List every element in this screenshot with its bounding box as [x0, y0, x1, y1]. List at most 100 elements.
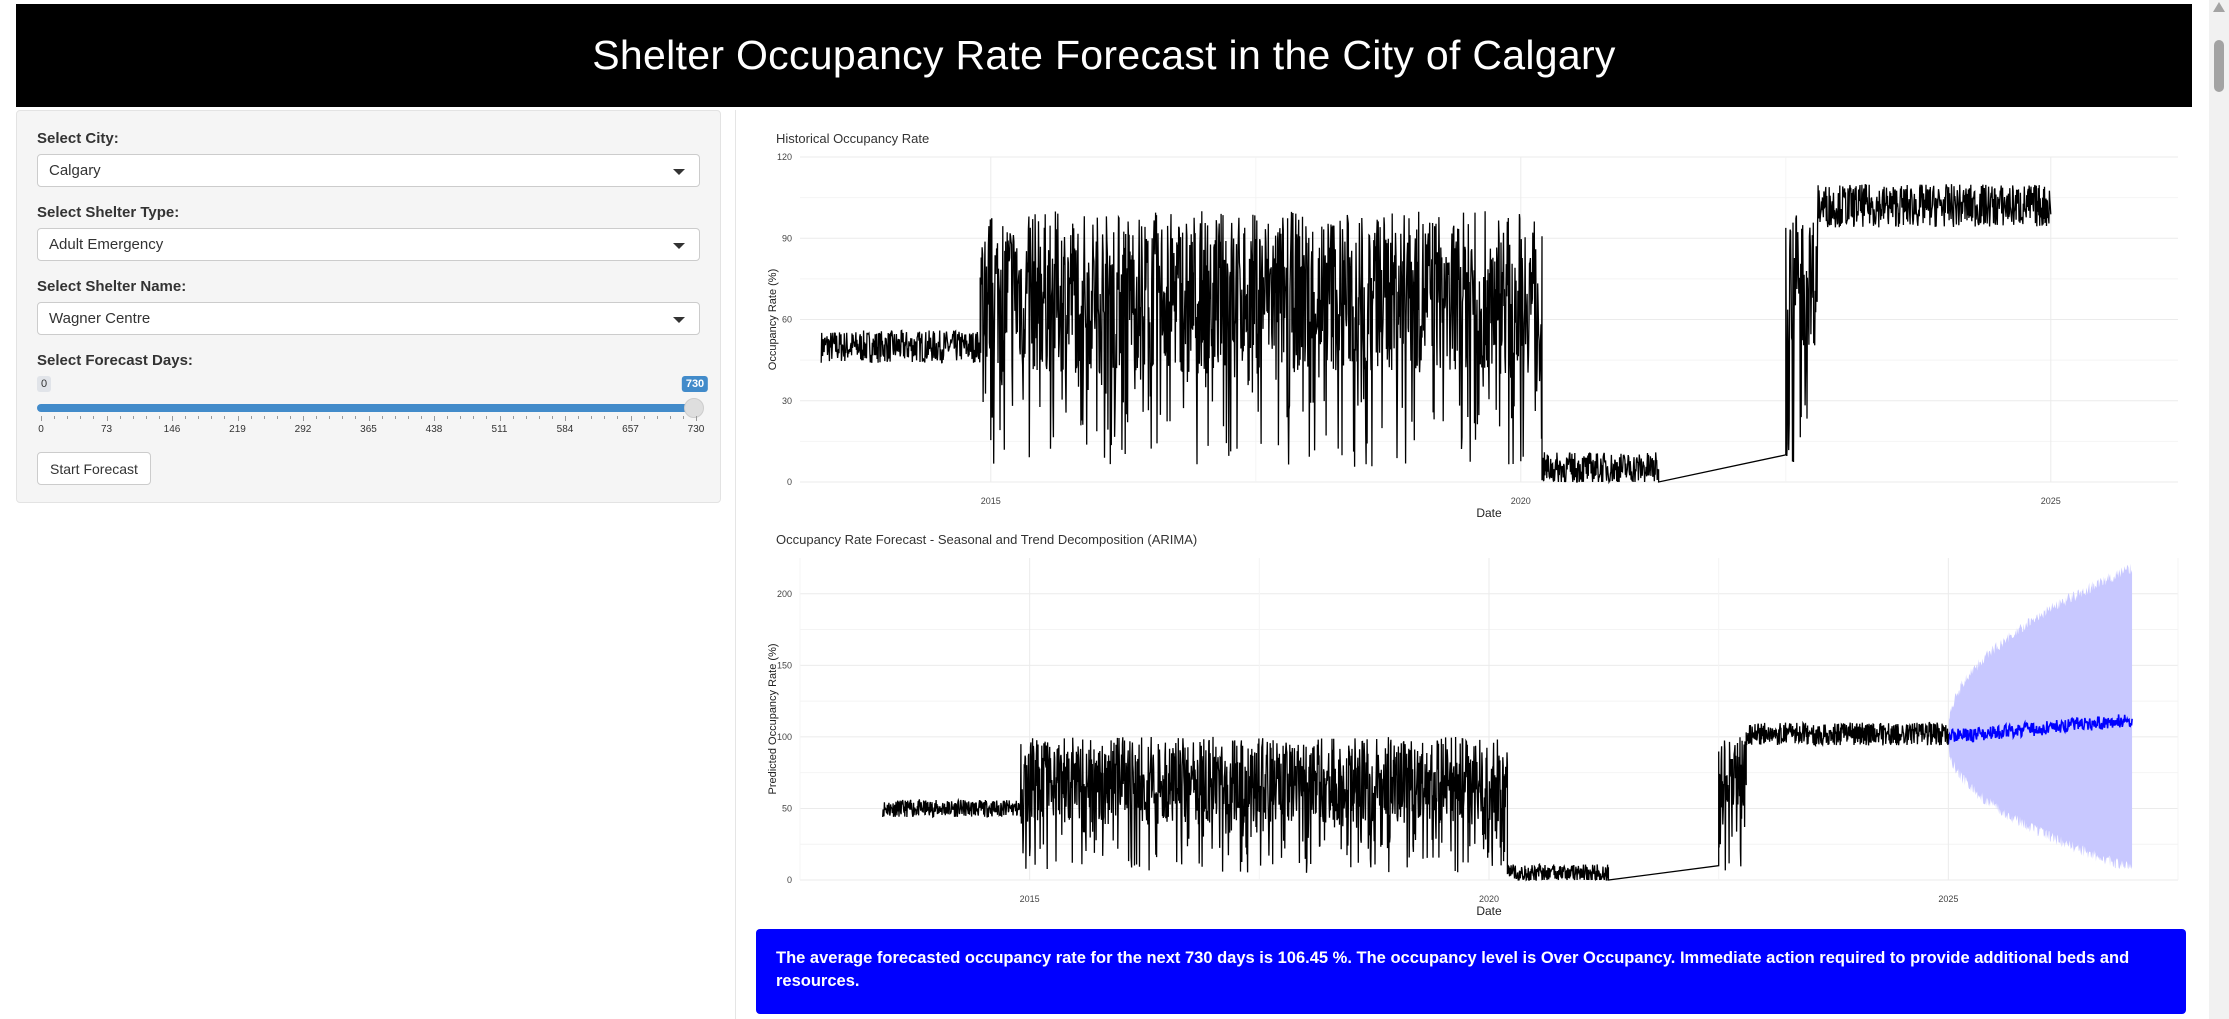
- slider-tick: [525, 416, 527, 419]
- history-line: [882, 720, 1949, 882]
- slider-tick: [565, 416, 566, 421]
- slider-track[interactable]: [37, 404, 700, 412]
- slider-tick: [578, 416, 580, 419]
- slider-tick: [499, 416, 501, 421]
- forecast-days-label: Select Forecast Days:: [37, 352, 193, 369]
- slider-tick-label: 730: [687, 424, 705, 435]
- scroll-thumb[interactable]: [2214, 40, 2224, 92]
- slider-tick: [538, 416, 540, 419]
- sidebar-panel: Select City: Calgary Select Shelter Type…: [16, 110, 721, 503]
- slider-tick: [434, 416, 435, 421]
- history-line: [820, 184, 2052, 485]
- slider-tick: [630, 416, 632, 421]
- shelter-type-select-value: Adult Emergency: [49, 236, 164, 253]
- slider-tick: [250, 416, 252, 419]
- slider-min-label: 0: [37, 376, 52, 392]
- slider-tick: [316, 416, 318, 419]
- slider-tick: [93, 416, 95, 419]
- slider-tick: [224, 416, 226, 419]
- slider-tick: [551, 416, 553, 419]
- slider-tick: [669, 416, 671, 419]
- slider-tick: [289, 416, 291, 419]
- slider-tick: [591, 416, 593, 419]
- slider-tick: [643, 416, 645, 419]
- x-axis-label: Date: [1476, 904, 1502, 918]
- forecast-summary-text: The average forecasted occupancy rate fo…: [776, 949, 2130, 990]
- slider-ticks: 0 73 146 219 292 365 438 511 584 657 730: [37, 416, 704, 446]
- page-title: Shelter Occupancy Rate Forecast in the C…: [592, 32, 1616, 78]
- chart-title: Occupancy Rate Forecast - Seasonal and T…: [776, 532, 1197, 547]
- y-axis-label: Predicted Occupancy Rate (%): [767, 643, 779, 794]
- city-select-value: Calgary: [49, 162, 101, 179]
- slider-tick-label: 657: [622, 424, 639, 435]
- slider-tick: [696, 416, 697, 421]
- slider-tick: [158, 416, 160, 419]
- scroll-up-arrow-icon[interactable]: [2213, 2, 2225, 12]
- slider-tick-label: 0: [38, 424, 44, 435]
- slider-tick-label: 146: [163, 424, 181, 435]
- slider-tick: [132, 416, 134, 419]
- main-panel-divider: [735, 110, 736, 1019]
- y-tick-label: 200: [777, 589, 792, 599]
- slider-tick: [303, 416, 304, 421]
- y-tick-label: 0: [787, 477, 792, 487]
- shelter-name-select-value: Wagner Centre: [49, 310, 151, 327]
- y-tick-label: 90: [782, 233, 792, 243]
- slider-tick: [617, 416, 619, 419]
- shelter-type-label: Select Shelter Type:: [37, 204, 180, 221]
- slider-tick: [276, 416, 278, 419]
- prediction-interval-band: [1948, 563, 2133, 870]
- slider-tick: [604, 416, 606, 419]
- vertical-scrollbar[interactable]: [2209, 0, 2229, 1019]
- slider-tick: [67, 416, 69, 419]
- slider-tick: [486, 416, 488, 419]
- slider-tick: [420, 416, 422, 419]
- x-tick-label: 2020: [1511, 496, 1531, 506]
- slider-tick: [119, 416, 121, 419]
- shelter-type-select[interactable]: Adult Emergency: [37, 228, 700, 261]
- slider-tick-label: 292: [294, 424, 312, 435]
- slider-tick: [342, 416, 344, 419]
- y-tick-label: 50: [782, 803, 792, 813]
- slider-tick: [682, 416, 684, 419]
- shelter-name-label: Select Shelter Name:: [37, 278, 187, 295]
- slider-tick-label: 584: [556, 424, 574, 435]
- slider-tick: [355, 416, 357, 419]
- slider-tick: [172, 416, 173, 421]
- historical-chart: Historical Occupancy Rate 0 30 60 90 120 2015 2…: [756, 125, 2186, 525]
- slider-tick: [656, 416, 658, 419]
- forecast-chart-svg: Occupancy Rate Forecast - Seasonal and T…: [767, 532, 2179, 918]
- forecast-chart: Occupancy Rate Forecast - Seasonal and T…: [756, 526, 2186, 926]
- slider-tick-label: 511: [491, 424, 508, 435]
- shelter-name-select[interactable]: Wagner Centre: [37, 302, 700, 335]
- slider-tick: [512, 416, 514, 419]
- forecast-line: [1947, 714, 2133, 745]
- forecast-summary-alert: The average forecasted occupancy rate fo…: [756, 929, 2186, 1014]
- slider-tick: [211, 416, 213, 419]
- slider-tick: [41, 416, 42, 421]
- slider-tick: [198, 416, 200, 419]
- slider-tick: [394, 416, 396, 419]
- slider-tick-label: 438: [425, 424, 443, 435]
- chart-title: Historical Occupancy Rate: [776, 131, 929, 146]
- app-header: Shelter Occupancy Rate Forecast in the C…: [16, 4, 2192, 107]
- slider-tick: [381, 416, 383, 419]
- y-tick-label: 120: [777, 152, 792, 162]
- slider-handle[interactable]: [684, 398, 704, 418]
- historical-chart-svg: Historical Occupancy Rate 0 30 60 90 120 2015 2…: [767, 131, 2178, 520]
- x-tick-label: 2015: [1020, 894, 1040, 904]
- slider-tick: [368, 416, 370, 421]
- y-tick-label: 60: [782, 315, 792, 325]
- slider-value-label: 730: [681, 376, 709, 392]
- y-axis-label: Occupancy Rate (%): [767, 269, 779, 370]
- chevron-down-icon: [673, 317, 685, 323]
- slider-tick-label: 219: [229, 424, 246, 435]
- city-select[interactable]: Calgary: [37, 154, 700, 187]
- x-tick-label: 2025: [2041, 496, 2061, 506]
- slider-tick: [106, 416, 108, 421]
- forecast-days-slider[interactable]: 0 730 0 73 146 219 292 365 438 511 584 657 730: [37, 376, 709, 436]
- start-forecast-button[interactable]: Start Forecast: [37, 452, 151, 485]
- slider-tick: [185, 416, 187, 419]
- y-tick-label: 100: [777, 732, 792, 742]
- y-tick-label: 30: [782, 396, 792, 406]
